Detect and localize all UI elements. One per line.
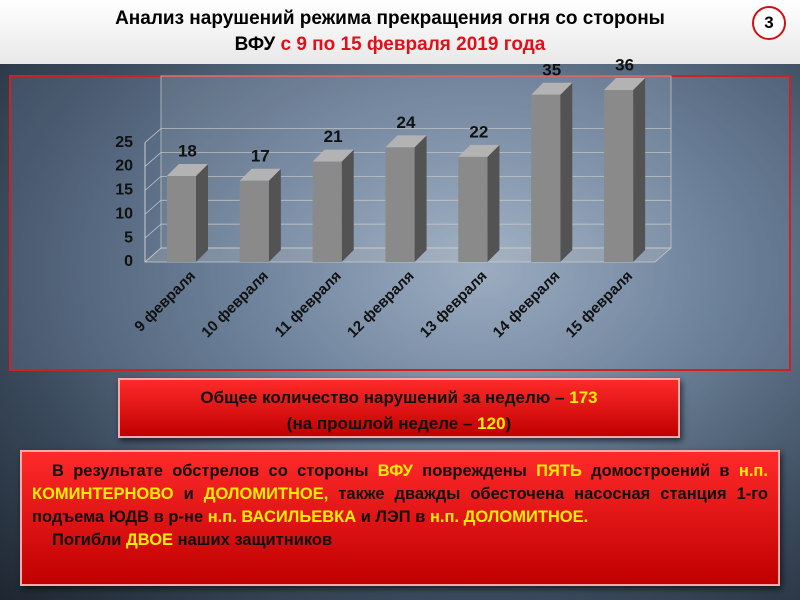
y-tick-label: 25 [115, 134, 133, 151]
text: ) [505, 414, 512, 433]
bar-side [268, 168, 281, 262]
bar-side [414, 135, 427, 262]
data-label: 36 [615, 55, 634, 74]
text: также дважды обесточена насосная станция… [32, 485, 768, 526]
text: и ЛЭП в [356, 508, 430, 526]
data-label: 22 [469, 122, 488, 141]
text: и [173, 485, 204, 503]
text: наших защитников [173, 531, 333, 549]
bar-top [166, 164, 208, 176]
text: (на прошлой неделе – [286, 414, 478, 433]
text: В результате обстрелов со стороны [52, 462, 378, 480]
y-tick-label: 20 [115, 158, 133, 175]
title-part: с 9 по 15 февраля 2019 года [280, 34, 546, 55]
bar-side [341, 149, 354, 262]
paragraph: Погибли ДВОЕ наших защитников [32, 529, 768, 552]
highlight: ПЯТЬ [536, 462, 582, 480]
highlight: н.п. КОМИНТЕРНОВО [32, 462, 768, 503]
summary-line: (на прошлой неделе – 120) [120, 411, 678, 437]
slide-number: 3 [752, 6, 786, 40]
grid-line [144, 199, 671, 215]
text: домостроений в [581, 462, 739, 480]
bar-side [560, 82, 573, 263]
title: Анализ нарушений режима прекращения огня… [115, 8, 665, 29]
summary-box: Общее количество нарушений за неделю – 1… [118, 378, 680, 438]
previous-total: 120 [477, 414, 506, 433]
grid-line [144, 128, 671, 143]
highlight: ВФУ [377, 462, 413, 480]
bar-top [312, 149, 354, 162]
y-tick-label: 5 [124, 229, 133, 246]
data-label: 21 [324, 127, 343, 146]
bar [312, 161, 342, 262]
bar-side [196, 164, 208, 262]
highlight: ДВОЕ [125, 531, 174, 549]
title: ВФУ с 9 по 15 февраля 2019 года [40, 34, 740, 56]
bar-side [487, 144, 500, 262]
bar [239, 180, 269, 262]
highlight: ДОЛОМИТНОЕ, [203, 485, 329, 503]
bar [604, 90, 634, 262]
bar [385, 147, 415, 262]
data-label: 17 [251, 146, 270, 165]
total: 173 [569, 388, 598, 407]
data-label: 24 [397, 113, 416, 132]
bar-top [385, 135, 427, 148]
grid-line [144, 223, 671, 239]
y-tick-label: 10 [115, 205, 133, 222]
bar [531, 94, 561, 263]
y-tick-label: 0 [124, 253, 133, 270]
text: Погибли [52, 531, 126, 549]
text: повреждены [412, 462, 537, 480]
data-label: 35 [542, 60, 561, 79]
bar-top [531, 82, 573, 95]
data-label: 18 [178, 141, 197, 160]
bar [458, 156, 488, 262]
highlight: н.п. ВАСИЛЬЕВКА [207, 508, 357, 526]
details-box: В результате обстрелов со стороны ВФУ по… [20, 450, 780, 586]
highlight: н.п. ДОЛОМИТНОЕ. [429, 508, 589, 526]
bar-top [604, 78, 646, 90]
bar-top [239, 168, 281, 181]
grid-line [144, 247, 671, 263]
bar-side [633, 78, 646, 262]
paragraph: В результате обстрелов со стороны ВФУ по… [32, 460, 768, 529]
header: Анализ нарушений режима прекращения огня… [0, 0, 800, 64]
bar-top [458, 144, 500, 157]
text: Общее количество нарушений за неделю – [200, 388, 570, 407]
summary-line: Общее количество нарушений за неделю – 1… [120, 385, 678, 411]
bar [166, 176, 196, 262]
y-tick-label: 15 [115, 182, 133, 199]
grid-line [144, 152, 671, 167]
title-part: ВФУ [234, 34, 276, 55]
grid-line [144, 175, 671, 191]
